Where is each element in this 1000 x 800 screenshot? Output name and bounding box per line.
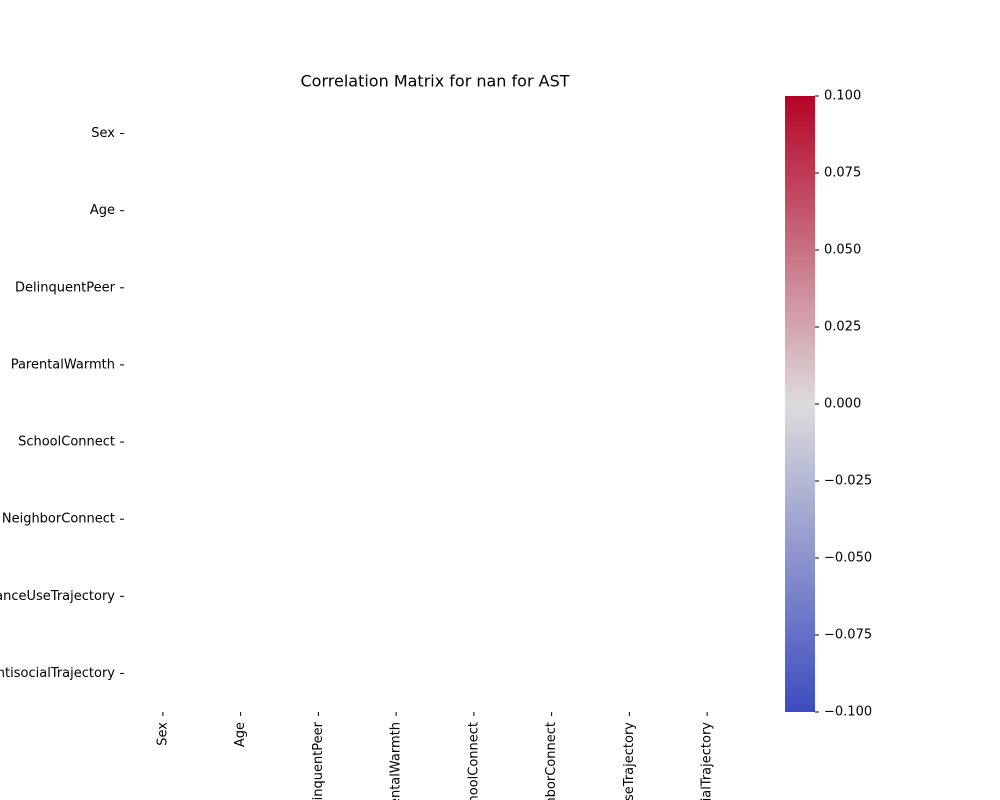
colorbar-tick-label: −0.075 [824,628,872,643]
column-label: SchoolConnect [466,722,481,800]
chart-title: Correlation Matrix for nan for AST [301,72,570,91]
colorbar-tick-label: −0.050 [824,551,872,566]
colorbar-tick-label: 0.075 [824,166,861,181]
colorbar-tick-label: 0.050 [824,243,861,258]
column-label: ParentalWarmth [389,722,404,800]
column-label: Sex [155,722,170,746]
row-label: SchoolConnect [18,435,115,450]
column-label: NeighborConnect [544,722,559,800]
column-label: SubstanceUseTrajectory [622,722,637,800]
column-label: DelinquentPeer [311,721,326,800]
row-label: Age [90,203,115,218]
colorbar [785,96,815,712]
column-label: AntisocialTrajectory [700,722,715,800]
row-label: Sex [91,126,115,141]
colorbar-tick-label: −0.100 [824,705,872,720]
row-label: DelinquentPeer [15,280,116,295]
row-label: NeighborConnect [2,512,115,527]
colorbar-tick-label: −0.025 [824,474,872,489]
column-label: Age [233,722,248,747]
row-label: ParentalWarmth [11,357,115,372]
row-label: AntisocialTrajectory [0,666,115,681]
colorbar-tick-label: 0.000 [824,397,861,412]
colorbar-tick-label: 0.100 [824,89,861,104]
row-label: SubstanceUseTrajectory [0,589,115,604]
colorbar-tick-label: 0.025 [824,320,861,335]
